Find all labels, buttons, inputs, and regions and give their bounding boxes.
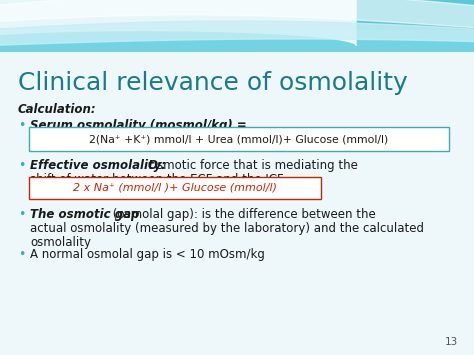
Text: osmolality: osmolality xyxy=(30,236,91,249)
Text: 2(Na⁺ +K⁺) mmol/l + Urea (mmol/l)+ Glucose (mmol/l): 2(Na⁺ +K⁺) mmol/l + Urea (mmol/l)+ Gluco… xyxy=(90,134,389,144)
Text: 2 x Na⁺ (mmol/l )+ Glucose (mmol/l): 2 x Na⁺ (mmol/l )+ Glucose (mmol/l) xyxy=(73,183,277,193)
Text: •: • xyxy=(18,208,26,221)
Text: •: • xyxy=(18,159,26,172)
Bar xyxy=(0,30,474,60)
Text: Calculation:: Calculation: xyxy=(18,103,97,116)
Text: (osmolal gap): is the difference between the: (osmolal gap): is the difference between… xyxy=(109,208,376,221)
FancyBboxPatch shape xyxy=(29,177,321,199)
Text: actual osmolality (measured by the laboratory) and the calculated: actual osmolality (measured by the labor… xyxy=(30,222,424,235)
Text: •: • xyxy=(18,248,26,261)
Text: •: • xyxy=(18,119,26,132)
Text: A normal osmolal gap is < 10 mOsm/kg: A normal osmolal gap is < 10 mOsm/kg xyxy=(30,248,265,261)
Bar xyxy=(0,52,474,67)
Text: The osmotic gap: The osmotic gap xyxy=(30,208,139,221)
Text: Serum osmolality (mosmol/kg) =: Serum osmolality (mosmol/kg) = xyxy=(30,119,247,132)
Bar xyxy=(0,0,474,65)
Text: Effective osmolality:: Effective osmolality: xyxy=(30,159,170,172)
Text: smotic force that is mediating the: smotic force that is mediating the xyxy=(157,159,358,172)
FancyBboxPatch shape xyxy=(29,127,449,151)
Text: Clinical relevance of osmolality: Clinical relevance of osmolality xyxy=(18,71,408,95)
Text: O: O xyxy=(148,159,158,172)
Text: 13: 13 xyxy=(445,337,458,347)
Text: shift of water between the ECF and the ICF =: shift of water between the ECF and the I… xyxy=(30,173,297,186)
